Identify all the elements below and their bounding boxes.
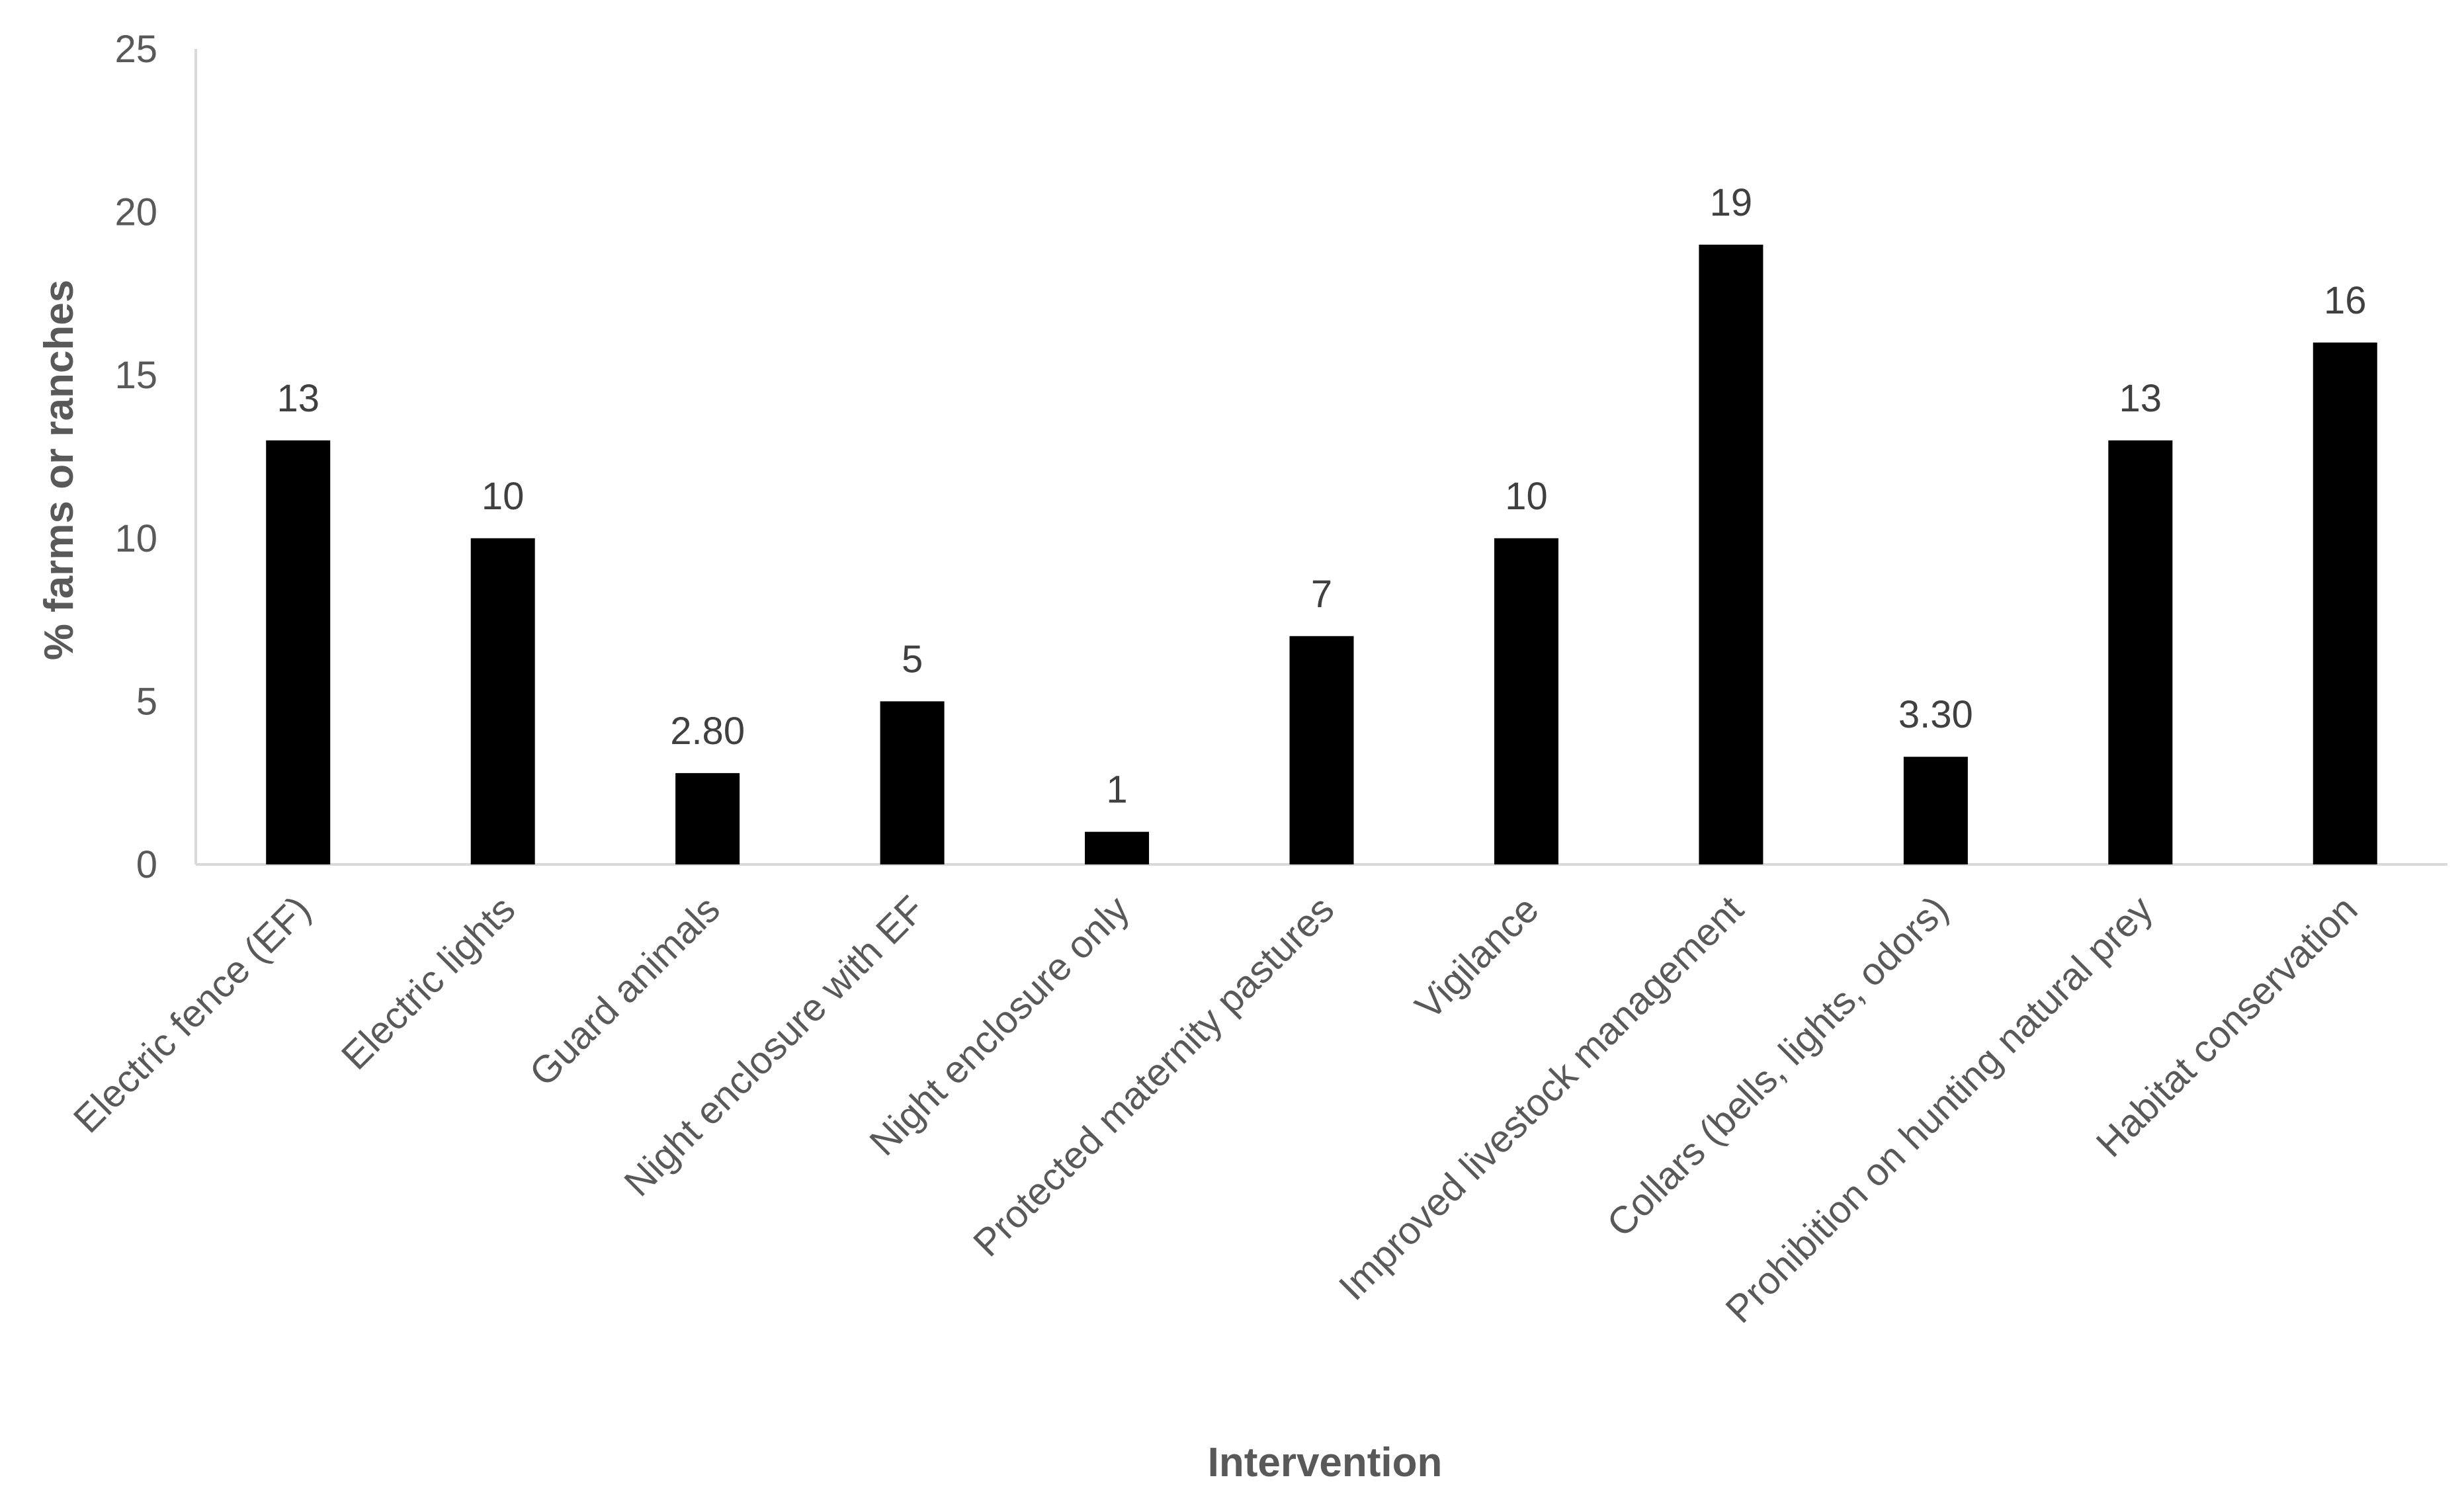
data-label: 10 — [482, 475, 525, 518]
bars — [266, 244, 2377, 864]
data-label: 10 — [1505, 475, 1548, 518]
bar — [2313, 342, 2377, 864]
y-tick-label: 5 — [136, 680, 157, 723]
y-tick-label: 20 — [114, 191, 157, 234]
x-axis-title: Intervention — [1208, 1440, 1443, 1485]
bar — [1903, 757, 1968, 864]
x-tick-label: Vigilance — [1407, 888, 1547, 1028]
bar — [880, 701, 945, 864]
bar — [675, 772, 740, 864]
bar — [1494, 538, 1558, 864]
x-tick-label: Guard animals — [521, 888, 728, 1095]
x-tick-label: Electric fence (EF) — [65, 888, 319, 1141]
x-tick-label: Collars (bells, lights, odors) — [1599, 888, 1957, 1245]
data-label: 19 — [1710, 181, 1753, 224]
y-axis-title: % farms or ranches — [36, 280, 82, 660]
data-label: 3.30 — [1898, 693, 1973, 736]
bar — [1085, 831, 1150, 864]
y-tick-label: 25 — [114, 28, 157, 71]
bar — [470, 538, 535, 864]
data-label: 2.80 — [670, 710, 745, 753]
data-label: 7 — [1311, 573, 1332, 616]
data-label: 1 — [1106, 769, 1127, 812]
data-label: 13 — [276, 377, 319, 420]
y-tick-label: 15 — [114, 354, 157, 397]
bar — [2108, 440, 2173, 864]
y-tick-label: 10 — [114, 517, 157, 560]
x-tick-label: Improved livestock management — [1331, 888, 1752, 1308]
data-label: 5 — [902, 638, 923, 681]
bar — [1289, 636, 1354, 864]
bar — [266, 440, 331, 864]
bar — [1699, 244, 1763, 864]
data-label: 13 — [2119, 377, 2162, 420]
x-tick-label: Electric lights — [333, 888, 524, 1078]
x-tick-label: Protected maternity pastures — [965, 888, 1342, 1265]
y-tick-label: 0 — [136, 843, 157, 886]
data-label: 16 — [2324, 279, 2367, 322]
x-tick-label: Prohibition on hunting natural prey — [1717, 888, 2161, 1331]
